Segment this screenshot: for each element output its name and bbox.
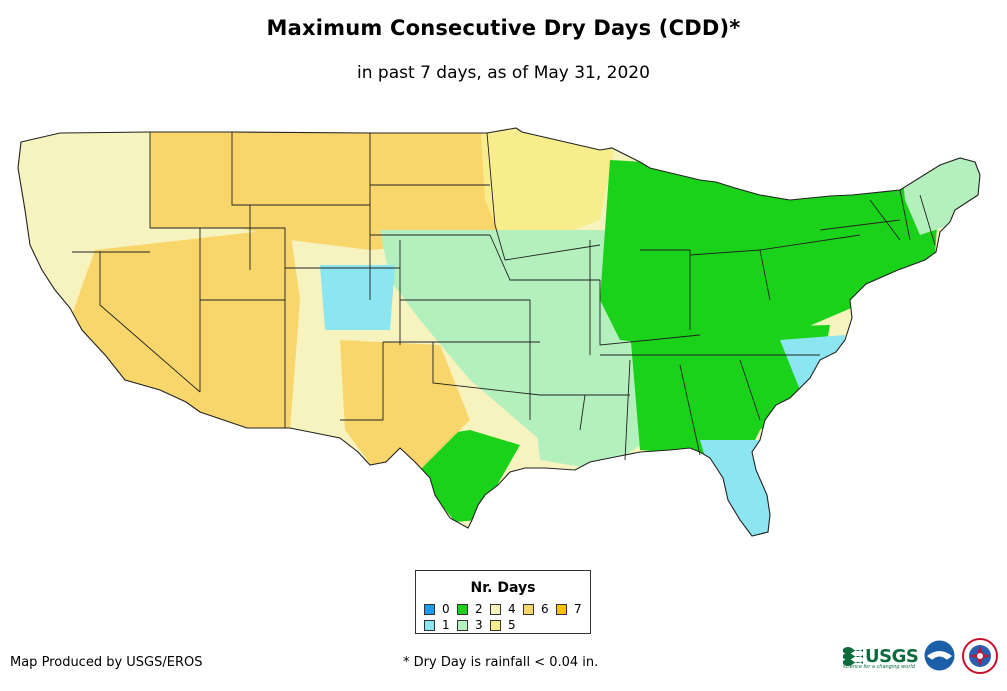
legend-label-0: 0 <box>442 602 450 616</box>
legend-label-3: 3 <box>475 618 483 632</box>
legend-swatch-7 <box>556 603 567 615</box>
zone-northeast <box>820 185 940 300</box>
footnote-text: * Dry Day is rainfall < 0.04 in. <box>403 655 599 670</box>
zone-northern-plains <box>150 128 500 250</box>
legend: Nr. Days 0 1 2 3 4 5 6 7 <box>415 570 591 634</box>
legend-label-2: 2 <box>475 602 483 616</box>
state-borders <box>72 132 936 461</box>
legend-label-5: 5 <box>508 618 516 632</box>
zone-ohio-valley <box>600 160 880 350</box>
legend-swatch-0 <box>424 603 435 615</box>
usgs-logo: USGS science for a changing world <box>843 641 919 671</box>
legend-swatch-2 <box>457 603 468 615</box>
cdd-zones <box>18 128 980 536</box>
legend-item-6: 6 <box>523 602 549 616</box>
usgs-wave-icon <box>843 647 863 666</box>
zone-southeast <box>630 325 830 470</box>
legend-label-1: 1 <box>442 618 450 632</box>
legend-item-2: 2 <box>457 602 483 616</box>
zone-upper-midwest <box>480 128 620 235</box>
legend-swatch-5 <box>490 619 501 631</box>
zone-florida-peninsula <box>700 440 775 536</box>
legend-item-7: 7 <box>556 602 582 616</box>
zone-west-coast <box>18 128 160 300</box>
zone-new-england <box>900 150 980 235</box>
legend-swatch-6 <box>523 603 534 615</box>
usgs-tagline: science for a changing world <box>843 664 915 670</box>
usgs-logo-text: USGS <box>865 645 919 667</box>
legend-label-7: 7 <box>574 602 582 616</box>
zone-southwest-great-basin <box>70 228 300 430</box>
legend-swatch-1 <box>424 619 435 631</box>
zone-west-texas <box>340 340 470 470</box>
legend-item-4: 4 <box>490 602 516 616</box>
legend-label-4: 4 <box>508 602 516 616</box>
legend-title: Nr. Days <box>470 580 536 596</box>
legend-item-3: 3 <box>457 618 483 632</box>
zone-colorado-rockies <box>320 265 395 330</box>
legend-item-0: 0 <box>424 602 450 616</box>
legend-item-1: 1 <box>424 618 450 632</box>
legend-swatch-3 <box>457 619 468 631</box>
zone-carolina-coast <box>780 335 845 390</box>
legend-item-5: 5 <box>490 618 516 632</box>
map-title: Maximum Consecutive Dry Days (CDD)* <box>266 16 741 40</box>
legend-label-6: 6 <box>541 602 549 616</box>
credit-text: Map Produced by USGS/EROS <box>10 655 203 670</box>
nws-logo-icon <box>962 638 998 674</box>
noaa-logo-icon <box>924 640 955 671</box>
legend-swatch-4 <box>490 603 501 615</box>
map-subtitle: in past 7 days, as of May 31, 2020 <box>357 63 650 83</box>
